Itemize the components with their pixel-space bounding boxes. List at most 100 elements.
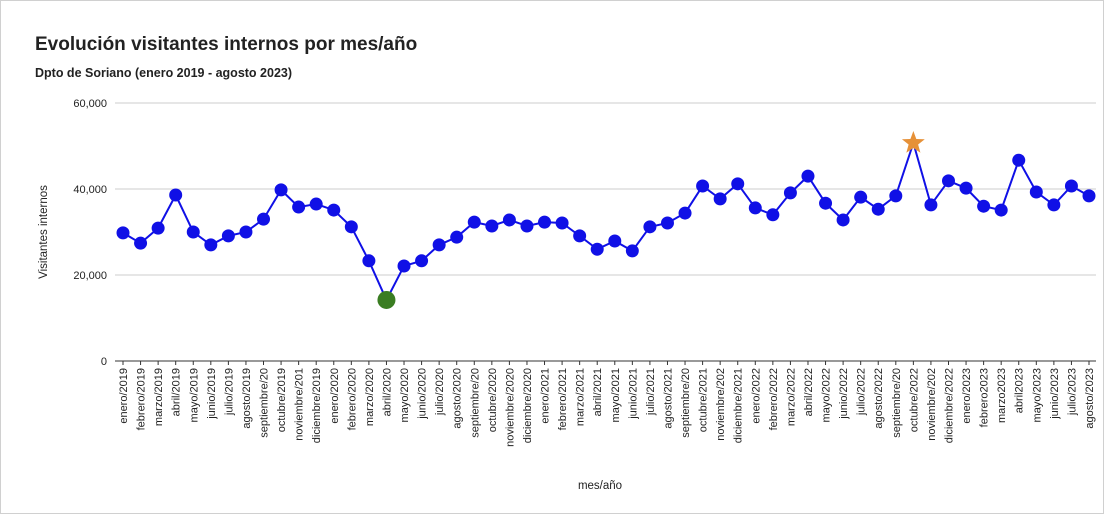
x-tick-label: abril/2019 [171, 368, 183, 416]
x-tick-label: abril2023 [1014, 368, 1026, 413]
x-tick-label: agosto/2019 [241, 368, 253, 429]
x-tick-label: junio/2021 [627, 368, 639, 420]
x-tick-label: octubre/2020 [487, 368, 499, 432]
x-tick-label: diciembre/2020 [522, 368, 534, 443]
x-tick-label: agosto/2022 [873, 368, 885, 429]
y-axis-title: Visitantes internos [38, 185, 50, 279]
data-point [186, 225, 200, 239]
data-point [941, 174, 955, 188]
x-tick-label: noviembre/202 [926, 368, 938, 441]
x-tick-label: enero/2022 [750, 368, 762, 424]
data-point [625, 244, 639, 258]
data-point [660, 216, 674, 230]
x-tick-label: julio/2020 [434, 368, 446, 416]
data-point [959, 181, 973, 195]
data-point [415, 254, 429, 268]
x-axis-title: mes/año [578, 480, 622, 492]
data-point [696, 179, 710, 193]
x-tick-label: febrero/2020 [346, 368, 358, 430]
data-point [221, 229, 235, 243]
y-tick-label: 20,000 [73, 270, 107, 282]
data-point [854, 190, 868, 204]
x-tick-label: abril/2022 [803, 368, 815, 416]
data-point [889, 189, 903, 203]
x-tick-label: julio/2021 [645, 368, 657, 416]
x-tick-label: julio/2023 [1066, 368, 1078, 416]
data-point [643, 220, 657, 234]
data-point [977, 199, 991, 213]
data-point [239, 225, 253, 239]
x-tick-label: septiembre/20 [259, 368, 271, 438]
x-tick-label: octubre/2021 [698, 368, 710, 432]
data-point [555, 216, 569, 230]
data-point [450, 230, 464, 244]
data-point [748, 201, 762, 215]
x-tick-label: mayo/2019 [188, 368, 200, 422]
data-point [766, 208, 780, 222]
data-point [836, 213, 850, 227]
x-tick-label: febrero2023 [979, 368, 991, 427]
data-point [169, 188, 183, 202]
x-tick-label: agosto/2021 [662, 368, 674, 429]
data-point [924, 198, 938, 212]
x-tick-label: septiembre/20 [891, 368, 903, 438]
data-point [1012, 153, 1026, 167]
x-tick-label: abril/2021 [592, 368, 604, 416]
x-tick-label: marzo/2021 [575, 368, 587, 426]
x-tick-label: febrero/2019 [136, 368, 148, 430]
max-point [901, 130, 925, 153]
data-point [327, 203, 341, 217]
data-point [819, 196, 833, 210]
x-tick-label: septiembre/20 [680, 368, 692, 438]
x-tick-label: enero/2023 [961, 368, 973, 424]
y-tick-label: 40,000 [73, 184, 107, 196]
x-tick-label: agosto/2023 [1084, 368, 1096, 429]
x-tick-label: junio/2022 [838, 368, 850, 420]
data-point [257, 212, 271, 226]
data-point [432, 238, 446, 252]
chart-subtitle: Dpto de Soriano (enero 2019 - agosto 202… [35, 66, 292, 80]
x-tick-label: enero/2019 [118, 368, 130, 424]
data-point [1064, 179, 1078, 193]
min-point [377, 290, 396, 309]
x-tick-label: marzo/2020 [364, 368, 376, 426]
x-tick-label: marzo/2022 [785, 368, 797, 426]
data-point [1047, 198, 1061, 212]
x-tick-label: mayo/2023 [1031, 368, 1043, 422]
data-point [871, 202, 885, 216]
x-tick-label: abril/2020 [381, 368, 393, 416]
x-tick-label: agosto/2020 [452, 368, 464, 429]
data-point [1082, 189, 1096, 203]
x-tick-label: diciembre/2021 [733, 368, 745, 443]
x-tick-label: enero/2020 [329, 368, 341, 424]
x-tick-label: enero/2021 [540, 368, 552, 424]
x-tick-label: octubre/2019 [276, 368, 288, 432]
x-tick-label: septiembre/20 [469, 368, 481, 438]
data-point [344, 220, 358, 234]
data-point [502, 213, 516, 227]
x-tick-label: mayo/2021 [610, 368, 622, 422]
data-point [362, 254, 376, 268]
x-tick-label: noviembre/202 [715, 368, 727, 441]
x-tick-label: noviembre/201 [294, 368, 306, 441]
y-tick-label: 0 [101, 356, 107, 368]
x-tick-label: marzo/2019 [153, 368, 165, 426]
data-point [151, 221, 165, 235]
data-point [590, 242, 604, 256]
x-tick-label: mayo/2020 [399, 368, 411, 422]
data-point [538, 215, 552, 229]
data-point [204, 238, 218, 252]
x-tick-label: octubre/2022 [908, 368, 920, 432]
x-tick-label: diciembre/2022 [943, 368, 955, 443]
x-tick-label: julio/2019 [223, 368, 235, 416]
data-point [309, 197, 323, 211]
x-tick-label: febrero/2022 [768, 368, 780, 430]
x-tick-label: noviembre/2020 [504, 368, 516, 447]
data-point [801, 169, 815, 183]
data-point [783, 186, 797, 200]
data-point [573, 229, 587, 243]
data-point [520, 219, 534, 233]
data-point [1029, 185, 1043, 199]
data-point [274, 183, 288, 197]
